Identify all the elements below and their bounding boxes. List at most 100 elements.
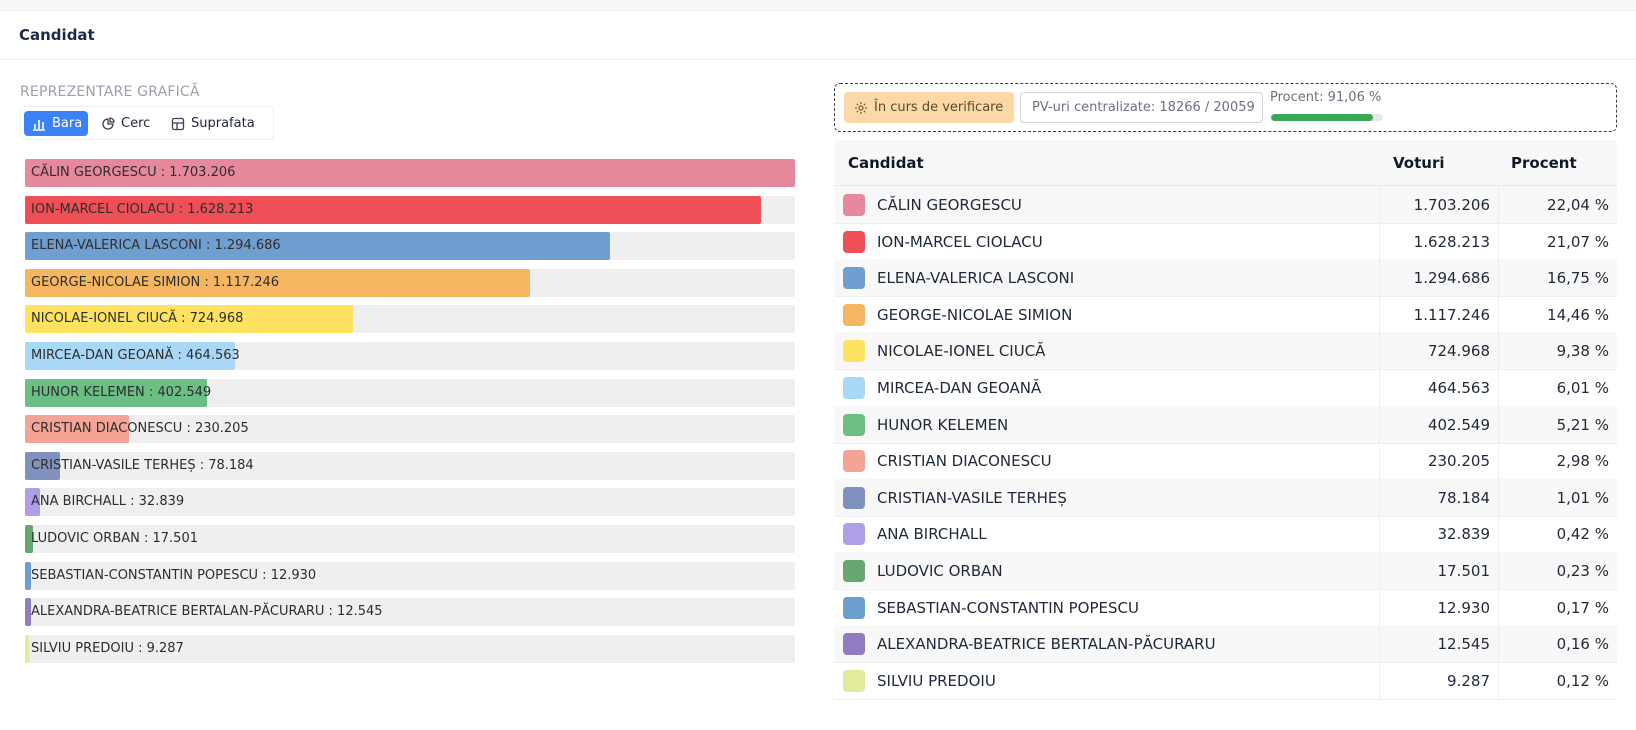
toggle-bar-label: Bara: [52, 116, 83, 131]
table-row[interactable]: ANA BIRCHALL 32.839 0,42 %: [834, 515, 1617, 553]
cell-percent: 0,16 %: [1556, 635, 1609, 653]
bar-label: SILVIU PREDOIU : 9.287: [31, 641, 184, 656]
bar[interactable]: [25, 598, 31, 626]
cell-percent: 1,01 %: [1556, 489, 1609, 507]
bar-track: SILVIU PREDOIU : 9.287: [25, 635, 795, 663]
cell-percent: 6,01 %: [1556, 379, 1609, 397]
bar-track: SEBASTIAN-CONSTANTIN POPESCU : 12.930: [25, 562, 795, 590]
bar-label: HUNOR KELEMEN : 402.549: [31, 385, 212, 400]
bar-track: CRISTIAN-VASILE TERHEȘ : 78.184: [25, 452, 795, 480]
bar-label: CĂLIN GEORGESCU : 1.703.206: [31, 165, 236, 180]
cell-percent: 0,17 %: [1556, 599, 1609, 617]
bar-track: NICOLAE-IONEL CIUCĂ : 724.968: [25, 305, 795, 333]
bar-track: ALEXANDRA-BEATRICE BERTALAN-PĂCURARU : 1…: [25, 598, 795, 626]
cell-candidate: MIRCEA-DAN GEOANĂ: [834, 369, 1380, 407]
table-row[interactable]: LUDOVIC ORBAN 17.501 0,23 %: [834, 552, 1617, 590]
cell-votes: 17.501: [1380, 552, 1499, 590]
toggle-bar-button[interactable]: Bara: [24, 111, 88, 136]
bar[interactable]: [25, 342, 236, 370]
bar-track: CĂLIN GEORGESCU : 1.703.206: [25, 159, 795, 187]
toggle-cerc-button[interactable]: Cerc: [97, 111, 157, 136]
bar[interactable]: [25, 379, 207, 407]
cell-percent: 2,98 %: [1556, 452, 1609, 470]
table-row[interactable]: CRISTIAN DIACONESCU 230.205 2,98 %: [834, 442, 1617, 480]
bar[interactable]: [25, 415, 130, 443]
bar-label: ALEXANDRA-BEATRICE BERTALAN-PĂCURARU : 1…: [31, 604, 383, 619]
cell-votes: 1.703.206: [1380, 186, 1499, 224]
color-swatch: [843, 194, 865, 216]
candidate-name: CRISTIAN-VASILE TERHEȘ: [877, 489, 1067, 507]
bar-track: MIRCEA-DAN GEOANĂ : 464.563: [25, 342, 795, 370]
cell-candidate: ALEXANDRA-BEATRICE BERTALAN-PĂCURARU: [834, 625, 1380, 663]
cell-candidate: CRISTIAN DIACONESCU: [834, 442, 1380, 480]
table-row[interactable]: MIRCEA-DAN GEOANĂ 464.563 6,01 %: [834, 369, 1617, 407]
candidate-name: GEORGE-NICOLAE SIMION: [877, 306, 1073, 324]
table-header: Candidat Voturi Procent: [834, 140, 1617, 186]
toggle-suprafata-button[interactable]: Suprafata: [167, 111, 267, 136]
color-swatch: [843, 450, 865, 472]
table-row[interactable]: NICOLAE-IONEL CIUCĂ 724.968 9,38 %: [834, 332, 1617, 370]
cell-candidate: ANA BIRCHALL: [834, 515, 1380, 553]
color-swatch: [843, 597, 865, 619]
candidate-name: NICOLAE-IONEL CIUCĂ: [877, 342, 1046, 360]
bar[interactable]: [25, 488, 40, 516]
color-swatch: [843, 267, 865, 289]
gear-icon: [855, 101, 867, 114]
cell-candidate: ION-MARCEL CIOLACU: [834, 223, 1380, 261]
bar-label: GEORGE-NICOLAE SIMION : 1.117.246: [31, 275, 280, 290]
cell-candidate: ELENA-VALERICA LASCONI: [834, 259, 1380, 297]
bar[interactable]: [25, 635, 30, 663]
cell-candidate: NICOLAE-IONEL CIUCĂ: [834, 332, 1380, 370]
color-swatch: [843, 487, 865, 509]
cell-percent: 14,46 %: [1547, 306, 1609, 324]
cell-votes: 464.563: [1380, 369, 1499, 407]
bar-track: ANA BIRCHALL : 32.839: [25, 488, 795, 516]
cell-votes: 1.117.246: [1380, 296, 1499, 334]
table-row[interactable]: ALEXANDRA-BEATRICE BERTALAN-PĂCURARU 12.5…: [834, 625, 1617, 663]
candidate-name: ALEXANDRA-BEATRICE BERTALAN-PĂCURARU: [877, 635, 1216, 653]
header-procent: Procent: [1511, 154, 1577, 172]
toggle-suprafata-label: Suprafata: [191, 116, 255, 131]
bar-label: MIRCEA-DAN GEOANĂ : 464.563: [31, 348, 240, 363]
cell-percent: 0,42 %: [1556, 525, 1609, 543]
table-row[interactable]: ION-MARCEL CIOLACU 1.628.213 21,07 %: [834, 223, 1617, 261]
table-row[interactable]: SEBASTIAN-CONSTANTIN POPESCU 12.930 0,17 %: [834, 589, 1617, 627]
bar[interactable]: [25, 196, 762, 224]
card-header: Candidat: [0, 11, 1636, 60]
table-row[interactable]: CRISTIAN-VASILE TERHEȘ 78.184 1,01 %: [834, 479, 1617, 517]
cell-percent: 0,23 %: [1556, 562, 1609, 580]
cell-votes: 78.184: [1380, 479, 1499, 517]
table-row[interactable]: CĂLIN GEORGESCU 1.703.206 22,04 %: [834, 186, 1617, 224]
color-swatch: [843, 523, 865, 545]
candidate-name: CRISTIAN DIACONESCU: [877, 452, 1052, 470]
table-row[interactable]: GEORGE-NICOLAE SIMION 1.117.246 14,46 %: [834, 296, 1617, 334]
cell-percent: 9,38 %: [1556, 342, 1609, 360]
bar-label: NICOLAE-IONEL CIUCĂ : 724.968: [31, 311, 244, 326]
color-swatch: [843, 633, 865, 655]
bar[interactable]: [25, 159, 795, 187]
header-candidat: Candidat: [848, 154, 924, 172]
color-swatch: [843, 304, 865, 326]
table-row[interactable]: HUNOR KELEMEN 402.549 5,21 %: [834, 406, 1617, 444]
cell-votes: 1.294.686: [1380, 259, 1499, 297]
cell-votes: 12.930: [1380, 589, 1499, 627]
bar[interactable]: [25, 525, 33, 553]
cell-votes: 9.287: [1380, 662, 1499, 700]
bar[interactable]: [25, 269, 531, 297]
candidate-name: CĂLIN GEORGESCU: [877, 196, 1022, 214]
bar-label: SEBASTIAN-CONSTANTIN POPESCU : 12.930: [31, 568, 317, 583]
color-swatch: [843, 377, 865, 399]
status-panel: În curs de verificare PV-uri centralizat…: [834, 83, 1617, 132]
pie-chart-icon: [102, 116, 115, 130]
table-row[interactable]: ELENA-VALERICA LASCONI 1.294.686 16,75 %: [834, 259, 1617, 297]
verification-label: În curs de verificare: [874, 100, 1004, 115]
bar[interactable]: [25, 305, 353, 333]
bar[interactable]: [25, 452, 61, 480]
bar[interactable]: [25, 232, 611, 260]
bar-label: ANA BIRCHALL : 32.839: [31, 494, 185, 509]
header-voturi: Voturi: [1393, 154, 1445, 172]
bar-chart: CĂLIN GEORGESCU : 1.703.206 ION-MARCEL CI…: [25, 159, 795, 699]
candidate-name: ELENA-VALERICA LASCONI: [877, 269, 1075, 287]
bar[interactable]: [25, 562, 31, 590]
table-row[interactable]: SILVIU PREDOIU 9.287 0,12 %: [834, 662, 1617, 700]
